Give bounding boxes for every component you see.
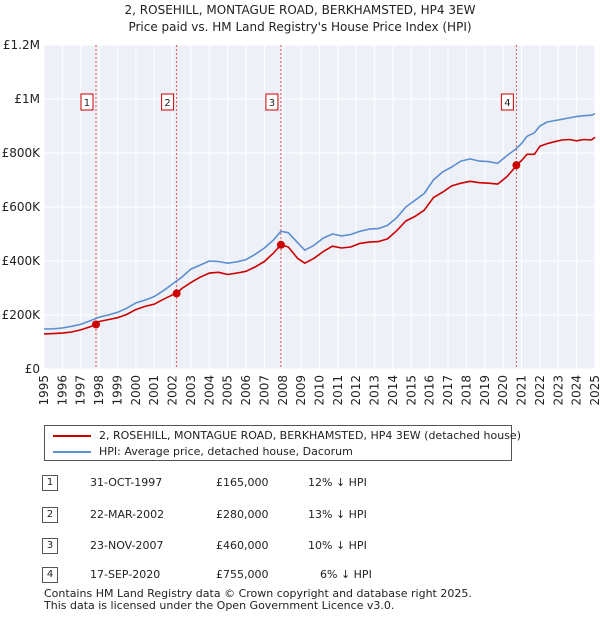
x-tick-label: 2016 <box>423 375 437 406</box>
x-tick-label: 2023 <box>551 375 565 406</box>
x-tick-label: 2009 <box>294 375 308 406</box>
axes: £0 £200K £400K £600K £800K £1M £1.2M 1995 1996 19… <box>2 38 600 406</box>
sale-hpi-diff: 10% ↓ HPI <box>308 539 367 552</box>
sale-label-box <box>161 93 175 111</box>
sale-point <box>172 289 181 298</box>
x-tick-label: 2017 <box>441 375 455 406</box>
sale-number-badge: 4 <box>42 567 58 583</box>
x-tick-label: 2007 <box>257 375 271 406</box>
hpi-line <box>43 113 596 330</box>
x-tick-label: 2021 <box>515 375 529 406</box>
x-tick-label: 2022 <box>533 375 547 406</box>
y-tick-label: £200K <box>2 308 42 322</box>
sale-label-box <box>80 93 94 111</box>
sale-date: 23-NOV-2007 <box>90 539 164 552</box>
x-tick-label: 2006 <box>239 375 253 406</box>
hpi-line-swatch <box>53 451 91 453</box>
sale-date: 31-OCT-1997 <box>90 476 163 489</box>
grid <box>43 44 596 370</box>
legend: 2, ROSEHILL, MONTAGUE ROAD, BERKHAMSTED,… <box>44 425 521 461</box>
y-tick-label: £1.2M <box>3 38 40 52</box>
sale-label-box <box>500 93 514 111</box>
x-tick-label: 2020 <box>496 375 510 406</box>
sale-date: 22-MAR-2002 <box>90 508 165 521</box>
sale-point <box>91 320 100 329</box>
x-tick-label: 2008 <box>276 375 290 406</box>
legend-item-property: 2, ROSEHILL, MONTAGUE ROAD, BERKHAMSTED,… <box>53 428 521 444</box>
y-tick-label: £0 <box>25 362 40 376</box>
x-tick-label: 2010 <box>313 375 327 406</box>
x-tick-label: 2018 <box>459 375 473 406</box>
x-tick-label: 2014 <box>386 375 400 406</box>
sale-label-number: 1 <box>84 98 90 109</box>
sale-price: £755,000 <box>216 568 269 581</box>
x-tick-label: 2002 <box>166 375 180 406</box>
x-tick-label: 1998 <box>92 375 106 406</box>
x-tick-label: 1999 <box>110 375 124 406</box>
sale-label-number: 3 <box>269 98 275 109</box>
y-tick-label: £400K <box>2 254 42 268</box>
x-tick-label: 2012 <box>349 375 363 406</box>
footer-copyright: Contains HM Land Registry data © Crown c… <box>44 587 472 600</box>
sale-price: £460,000 <box>216 539 269 552</box>
footer-licence: This data is licensed under the Open Gov… <box>44 599 395 612</box>
sale-date: 17-SEP-2020 <box>90 568 161 581</box>
property-price-line <box>43 136 596 335</box>
x-tick-label: 2013 <box>368 375 382 406</box>
legend-hpi-label: HPI: Average price, detached house, Daco… <box>99 445 353 458</box>
x-tick-label: 1996 <box>55 375 69 406</box>
sale-hpi-diff: 6% ↓ HPI <box>320 568 372 581</box>
x-tick-label: 1997 <box>74 375 88 406</box>
sale-price: £280,000 <box>216 508 269 521</box>
sale-hpi-diff: 12% ↓ HPI <box>308 476 367 489</box>
sale-number-badge: 3 <box>42 538 58 554</box>
sale-price: £165,000 <box>216 476 269 489</box>
x-tick-label: 2005 <box>221 375 235 406</box>
sale-number-badge: 2 <box>42 507 58 523</box>
y-tick-label: £600K <box>2 200 42 214</box>
sale-point <box>512 161 521 170</box>
y-tick-label: £800K <box>2 146 42 160</box>
sale-hpi-diff: 13% ↓ HPI <box>308 508 367 521</box>
sale-number-badge: 1 <box>42 475 58 491</box>
chart-subtitle: Price paid vs. HM Land Registry's House … <box>128 20 471 34</box>
sale-label-number: 2 <box>164 98 170 109</box>
sale-markers: 1 2 3 4 <box>80 45 517 369</box>
legend-property-label: 2, ROSEHILL, MONTAGUE ROAD, BERKHAMSTED,… <box>99 429 521 442</box>
sale-label-box <box>265 93 279 111</box>
sale-label-number: 4 <box>504 98 510 109</box>
legend-item-hpi: HPI: Average price, detached house, Daco… <box>53 444 353 460</box>
x-tick-label: 2001 <box>147 375 161 406</box>
y-tick-label: £1M <box>14 92 40 106</box>
x-tick-label: 2000 <box>129 375 143 406</box>
chart-title: 2, ROSEHILL, MONTAGUE ROAD, BERKHAMSTED,… <box>125 3 476 17</box>
x-tick-label: 2003 <box>184 375 198 406</box>
x-tick-label: 1995 <box>37 375 51 406</box>
sale-point <box>276 240 285 249</box>
x-tick-label: 2019 <box>478 375 492 406</box>
x-tick-label: 2025 <box>588 375 600 406</box>
footer: Contains HM Land Registry data © Crown c… <box>44 588 472 612</box>
chart: 2, ROSEHILL, MONTAGUE ROAD, BERKHAMSTED,… <box>2 3 600 406</box>
x-tick-label: 2004 <box>202 375 216 406</box>
x-tick-label: 2011 <box>331 375 345 406</box>
x-tick-label: 2024 <box>570 375 584 406</box>
property-line-swatch <box>53 435 91 437</box>
series-lines <box>43 113 596 335</box>
x-tick-label: 2015 <box>404 375 418 406</box>
